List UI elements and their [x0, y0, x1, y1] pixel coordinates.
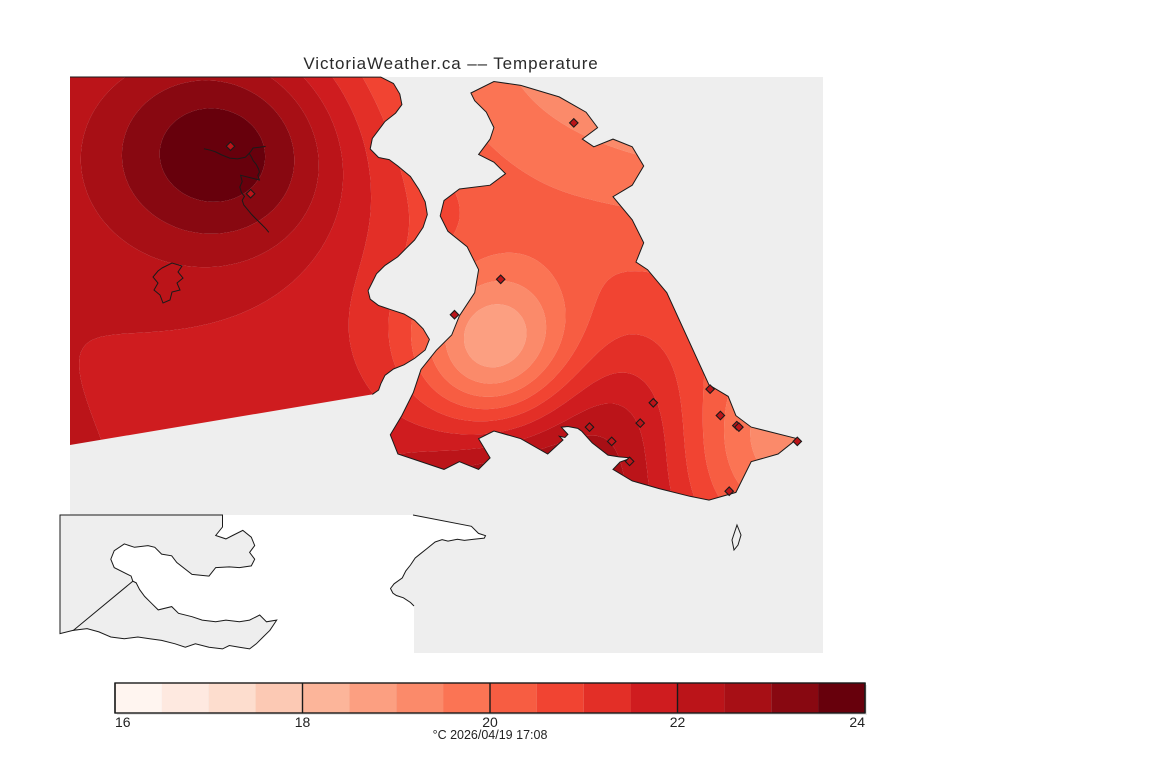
svg-text:18: 18: [295, 714, 311, 730]
svg-text:24: 24: [849, 714, 865, 730]
svg-text:°C 2026/04/19 17:08: °C 2026/04/19 17:08: [433, 728, 548, 742]
svg-text:22: 22: [670, 714, 686, 730]
svg-text:16: 16: [115, 714, 131, 730]
